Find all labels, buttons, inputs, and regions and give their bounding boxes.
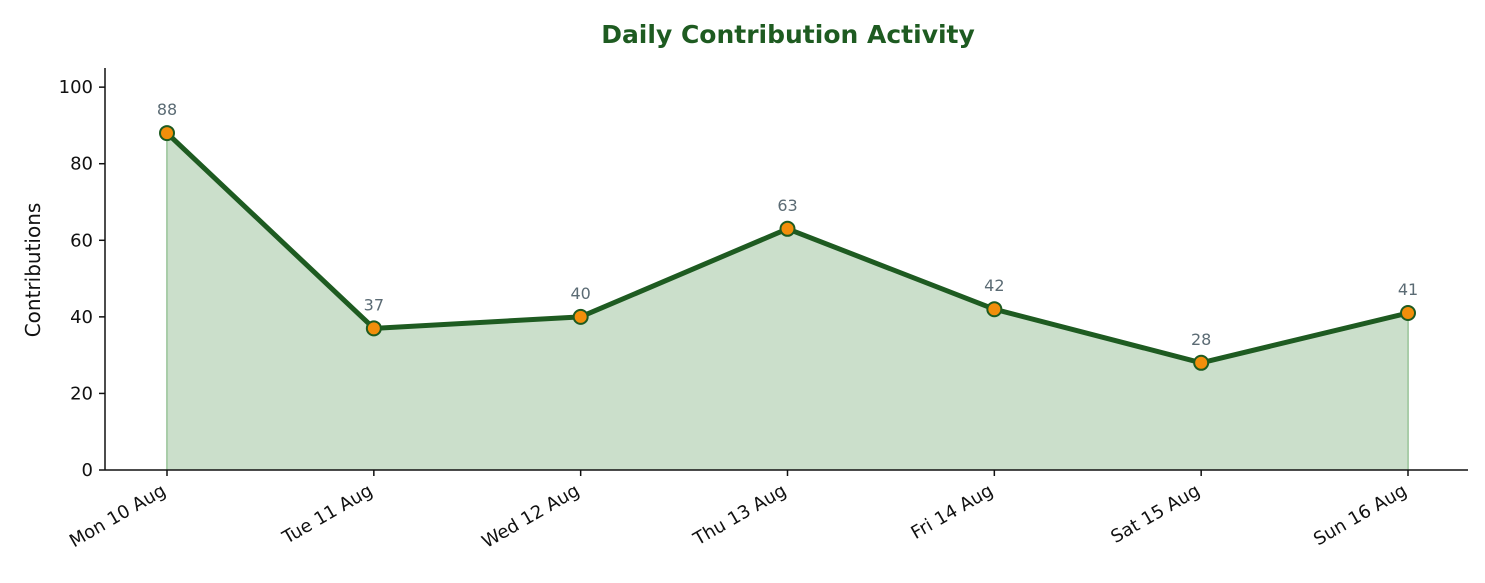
y-tick-label: 40 [70,307,93,328]
y-tick-label: 0 [82,460,93,481]
x-tick-label: Sun 16 Aug [1310,480,1410,550]
y-tick-label: 60 [70,230,93,251]
x-tick-label: Wed 12 Aug [478,480,583,553]
x-tick-label: Mon 10 Aug [66,480,170,552]
data-label: 28 [1191,330,1211,349]
x-tick-label: Fri 14 Aug [908,480,997,544]
data-point [986,301,1003,318]
data-label: 37 [364,295,384,314]
y-tick-label: 80 [70,154,93,175]
chart-title: Daily Contribution Activity [601,20,975,49]
data-point [1400,305,1416,322]
data-label: 88 [157,100,177,119]
plot-area: 0 20 40 60 80 100 Mon 10 Aug Tue 11 Aug Wed 12 A… [59,68,1468,553]
y-tick-label: 20 [70,383,93,404]
data-point [1193,354,1210,371]
data-point [365,320,382,337]
data-point [159,125,175,142]
x-tick-label: Sat 15 Aug [1107,480,1203,548]
y-axis-label: Contributions [21,203,45,338]
data-point [572,308,589,325]
data-point [779,220,796,237]
x-tick-label: Tue 11 Aug [278,480,376,549]
x-tick-label: Thu 13 Aug [689,480,790,550]
data-label: 41 [1398,280,1418,299]
data-label: 63 [777,196,797,215]
data-label: 42 [984,276,1004,295]
data-label: 40 [570,284,590,303]
y-tick-label: 100 [59,77,93,98]
area-fill [167,133,1408,471]
